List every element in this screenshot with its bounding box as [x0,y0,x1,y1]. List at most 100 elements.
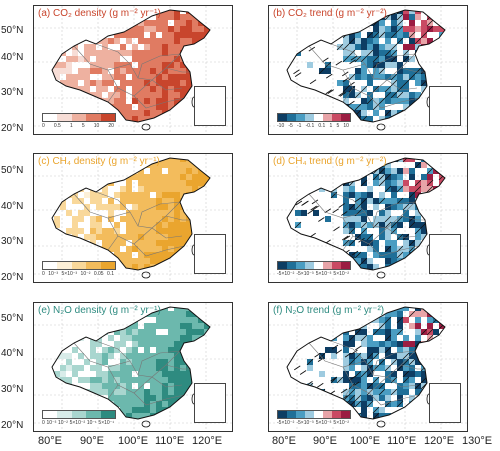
significance-hatch [426,358,434,366]
grid-cell [403,335,409,341]
significance-hatch [408,358,416,366]
grid-cell [114,317,120,323]
grid-cell [138,210,144,216]
grid-cell [108,210,114,216]
grid-cell [192,210,198,216]
panel-title: (d) CH₄ trend (g m⁻² yr⁻²) [273,156,387,167]
grid-cell [144,198,150,204]
grid-cell [415,252,421,258]
grid-cell [138,86,144,92]
grid-cell [439,347,445,353]
grid-cell [415,329,421,335]
grid-cell [120,50,126,56]
grid-cell [409,258,415,264]
grid-cell [403,158,409,162]
lon-label-80: 80°E [272,435,296,447]
grid-cell [138,264,144,270]
grid-cell [385,122,391,128]
grid-cell [192,168,198,174]
grid-cell [403,104,409,110]
grid-cell [180,252,186,258]
significance-hatch [426,19,434,27]
grid-cell [192,180,198,186]
significance-hatch [330,376,337,382]
grid-cell [66,252,72,258]
grid-cell [126,198,132,204]
grid-cell [150,395,156,401]
province-boundary [133,95,185,109]
grid-cell [174,222,180,228]
legend-tick-label: 1 [329,123,333,129]
legend-swatch [296,114,305,121]
significance-hatch [402,79,410,87]
grid-cell [84,180,90,186]
grid-cell [421,419,427,425]
grid-cell [355,222,361,228]
grid-cell [78,389,84,395]
grid-cell [204,168,210,174]
significance-hatch [438,73,445,81]
grid-cell [114,371,120,377]
grid-cell [114,74,120,80]
grid-cell [84,80,90,86]
grid-cell [138,228,144,234]
grid-cell [168,240,174,246]
island-outline [376,420,386,428]
significance-hatch [360,370,368,378]
grid-cell [102,389,108,395]
grid-cell [180,407,186,413]
grid-cell [90,180,96,186]
grid-cell [439,14,445,20]
grid-cell [409,98,415,104]
grid-cell [409,186,415,192]
legend-tick-label: 5×10⁻² [69,420,86,426]
grid-cell [403,26,409,32]
grid-cell [204,192,210,198]
grid-cell [102,234,108,240]
significance-hatch [354,269,362,270]
grid-cell [421,401,427,407]
grid-cell [403,32,409,38]
grid-cell [210,62,216,68]
grid-cell [186,116,192,122]
grid-cell [403,10,409,14]
grid-cell [114,92,120,98]
grid-cell [114,204,120,210]
grid-cell [403,14,409,20]
grid-cell [102,62,108,68]
grid-cell [126,377,132,383]
grid-cell [96,329,102,335]
significance-hatch [322,57,329,63]
grid-cell [168,383,174,389]
grid-cell [445,180,451,186]
grid-cell [168,270,174,276]
grid-cell [156,395,162,401]
significance-hatch [402,55,410,63]
legend: 0 10⁻³ 10⁻² 5×10⁻² 10⁻¹ 5×10⁻¹ [40,409,118,427]
grid-cell [379,347,385,353]
grid-cell [144,98,150,104]
grid-cell [427,317,433,323]
grid-cell [132,44,138,50]
grid-cell [168,216,174,222]
grid-cell [421,122,427,128]
grid-cell [120,110,126,116]
legend-swatch [57,411,72,418]
grid-cell [180,401,186,407]
grid-cell [168,86,174,92]
grid-cell [361,216,367,222]
significance-hatch [348,227,356,235]
grid-cell [192,347,198,353]
significance-hatch [438,185,445,193]
grid-cell [84,192,90,198]
grid-cell [90,341,96,347]
grid-cell [144,92,150,98]
grid-cell [186,20,192,26]
grid-cell [210,365,216,371]
grid-cell [204,38,210,44]
grid-cell [150,198,156,204]
grid-cell [445,198,451,204]
significance-hatch [390,91,398,99]
grid-cell [403,68,409,74]
grid-cell [102,80,108,86]
